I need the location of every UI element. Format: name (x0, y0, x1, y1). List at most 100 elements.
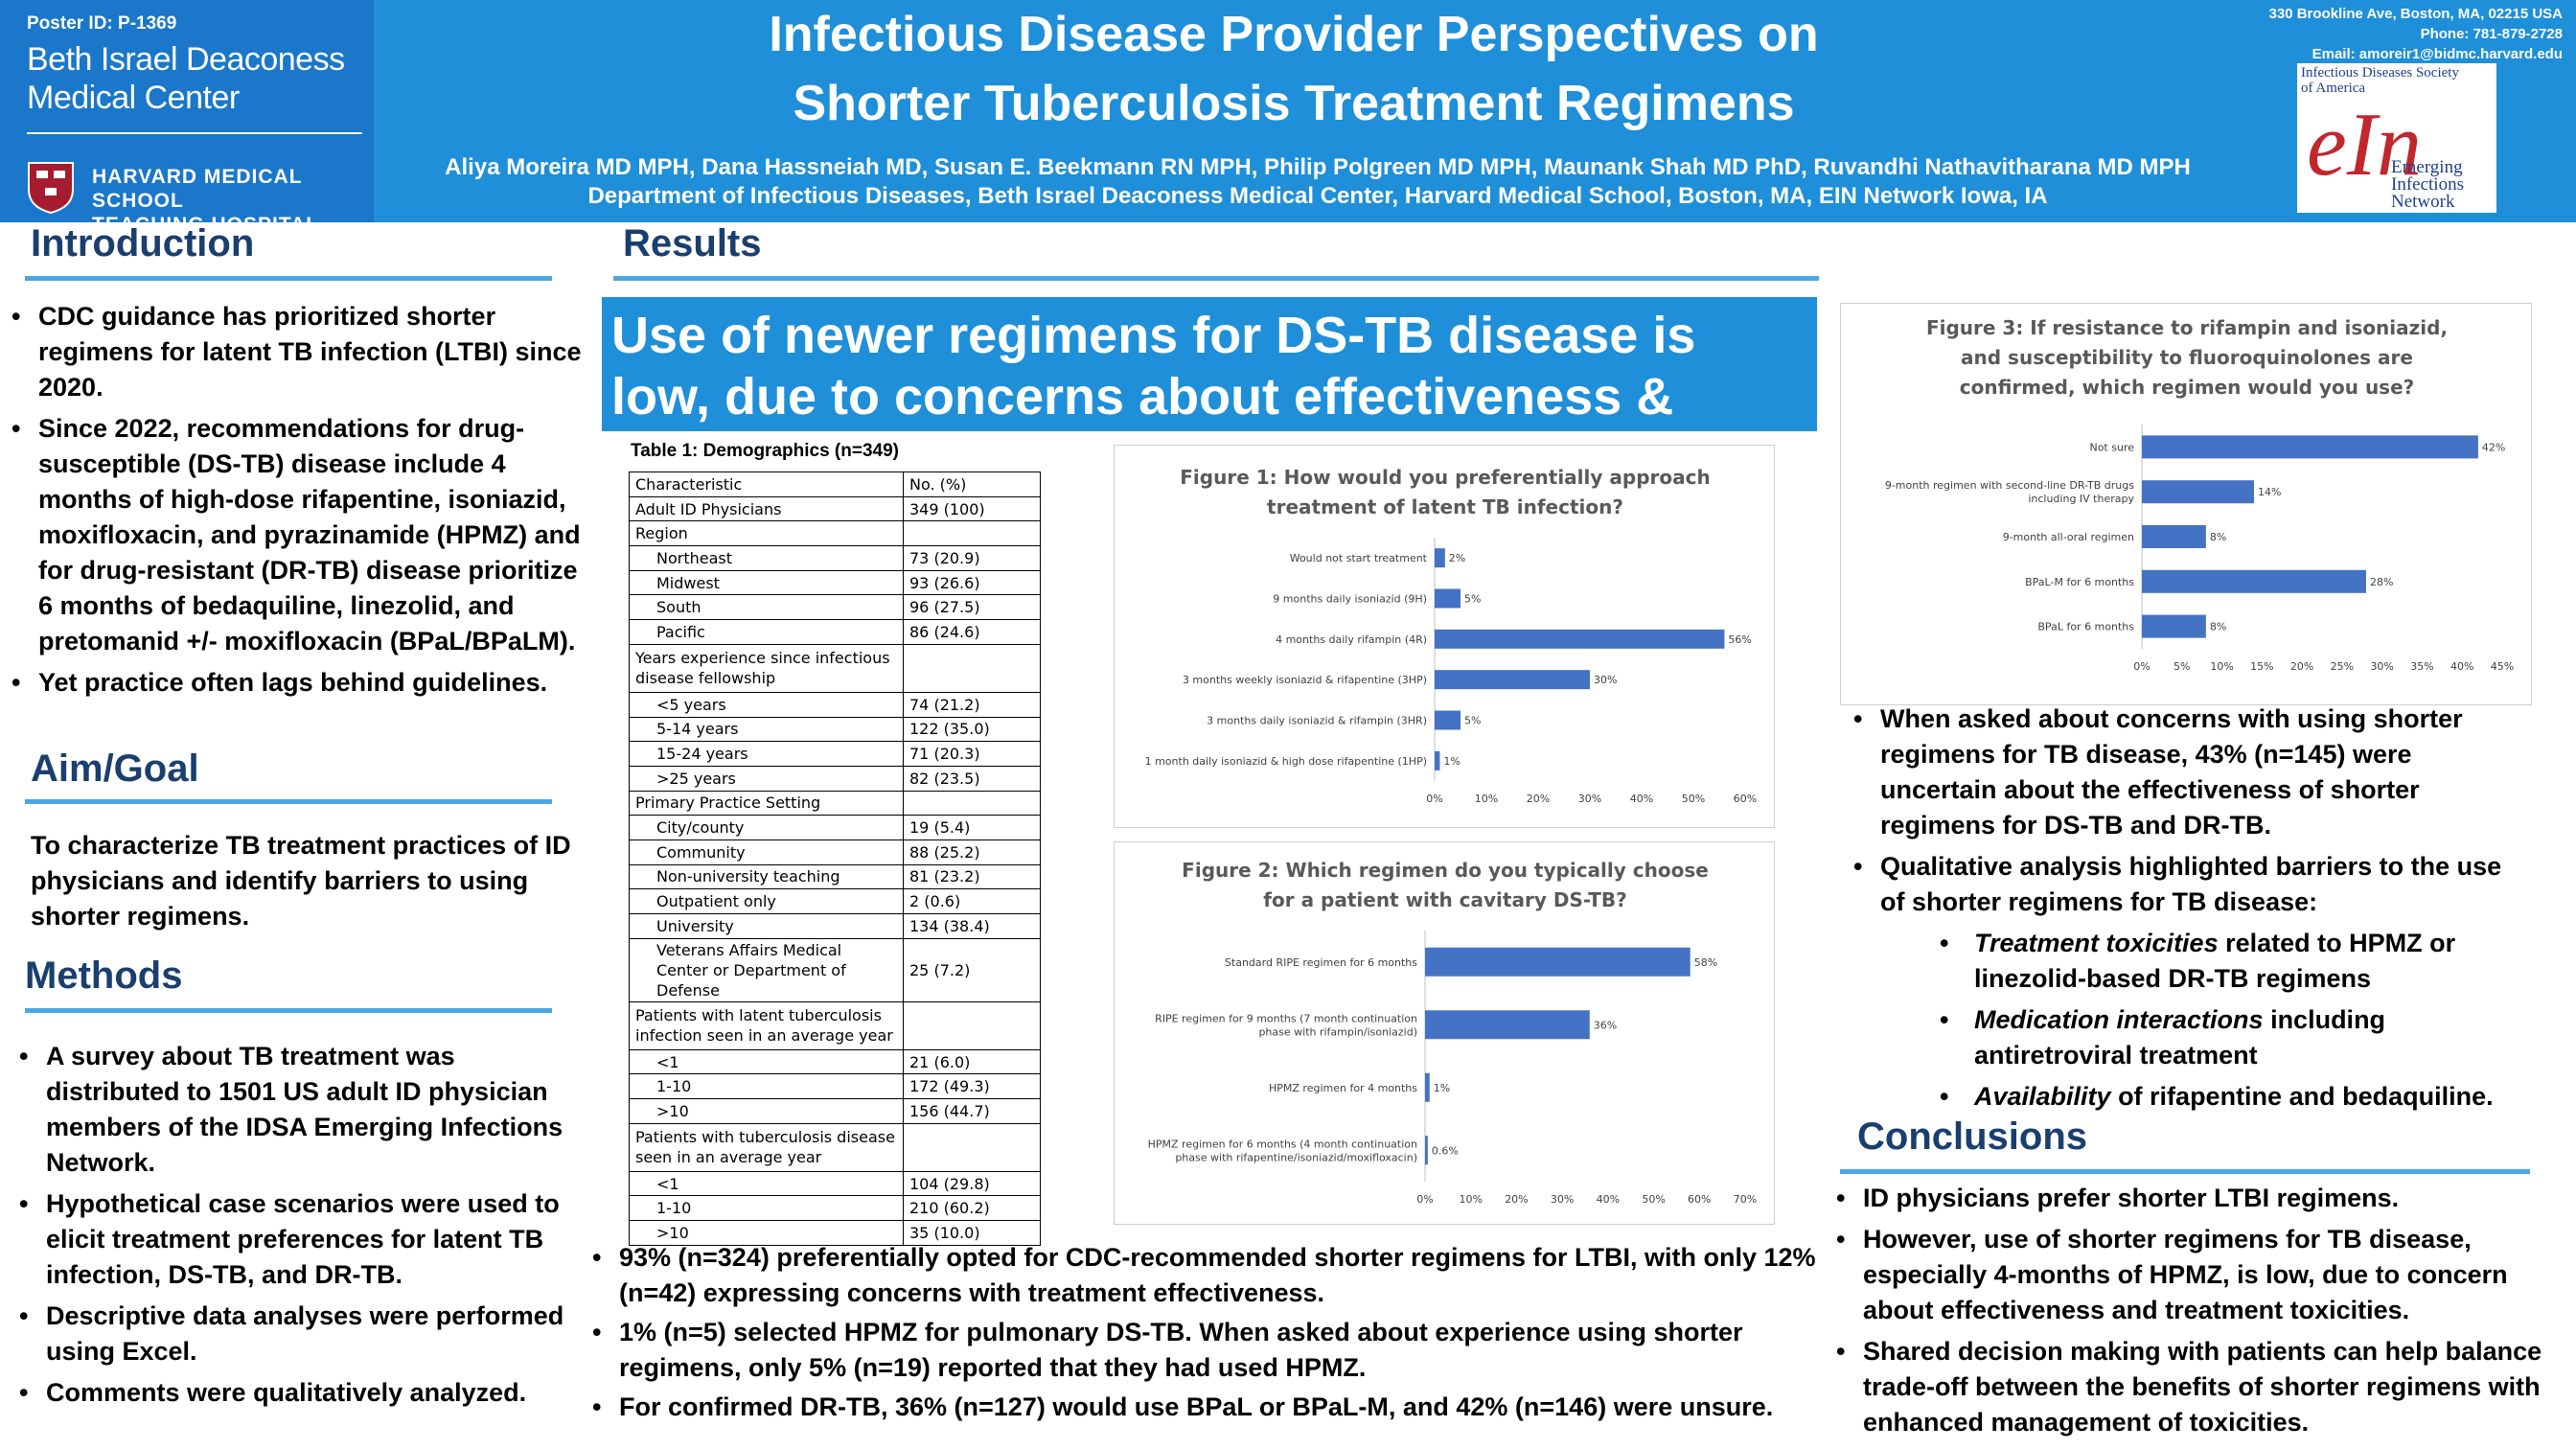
results-rule (613, 276, 1819, 281)
bar (1435, 710, 1460, 730)
table-cell-label: Adult ID Physicians (629, 495, 904, 522)
hms-line1: HARVARD MEDICAL SCHOOL (92, 166, 303, 212)
table-cell-value: 134 (38.4) (903, 913, 1041, 939)
table-cell-value: 210 (60.2) (903, 1195, 1041, 1222)
table-row: <1 21 (6.0) (629, 1048, 1041, 1075)
aim-heading: Aim/Goal (31, 748, 199, 790)
findings-bullets: When asked about concerns with using sho… (1853, 702, 2524, 1120)
results-heading: Results (623, 222, 762, 264)
tick-label: 35% (2410, 660, 2433, 673)
category-label: HPMZ regimen for 6 months (4 month conti… (1148, 1138, 1417, 1150)
bar (2142, 569, 2366, 593)
methods-heading: Methods (25, 954, 183, 997)
tick-label: 20% (2290, 660, 2313, 673)
introduction-heading: Introduction (31, 222, 255, 264)
introduction-bullets: CDC guidance has prioritized shorter reg… (12, 299, 586, 706)
table-cell-label: Characteristic (629, 472, 904, 497)
tick-label: 0% (1416, 1193, 1433, 1206)
table-row: Veterans Affairs Medical Center or Depar… (629, 937, 1041, 1002)
table-cell-label: <1 (629, 1170, 904, 1197)
list-item: Hypothetical case scenarios were used to… (19, 1186, 575, 1293)
table-cell-label: Patients with tuberculosis disease seen … (629, 1122, 904, 1172)
table-cell-value (903, 643, 1041, 693)
barrier-sub-bullets: Treatment toxicities related to HPMZ or … (1940, 926, 2524, 1115)
tick-label: 0% (1426, 793, 1442, 805)
bar (1425, 1072, 1430, 1102)
table-row: Non-university teaching 81 (23.2) (629, 863, 1041, 890)
tick-label: 60% (1734, 793, 1757, 805)
introduction-rule (25, 276, 552, 281)
barrier-detail: of rifapentine and bedaquiline. (2110, 1082, 2494, 1111)
table-row: 1-10 210 (60.2) (629, 1195, 1041, 1222)
list-item: Comments were qualitatively analyzed. (19, 1375, 575, 1411)
tick-label: 40% (1597, 1193, 1620, 1206)
data-label: 2% (1449, 552, 1465, 564)
table-row: Patients with tuberculosis disease seen … (629, 1122, 1041, 1172)
aim-rule (25, 799, 552, 804)
table-cell-label: South (629, 594, 904, 621)
tick-label: 40% (1630, 793, 1653, 805)
tick-label: 15% (2250, 660, 2273, 673)
table-row: <5 years 74 (21.2) (629, 691, 1041, 718)
author-list: Aliya Moreira MD MPH, Dana Hassneiah MD,… (445, 154, 2191, 180)
list-item: When asked about concerns with using sho… (1853, 702, 2524, 843)
table-cell-value: 82 (23.5) (903, 765, 1041, 792)
barrier-term: Availability (1974, 1082, 2111, 1111)
category-label: RIPE regimen for 9 months (7 month conti… (1155, 1012, 1417, 1024)
list-item: For confirmed DR-TB, 36% (n=127) would u… (592, 1390, 1838, 1425)
table-row: Adult ID Physicians 349 (100) (629, 495, 1041, 522)
poster-title-line2: Shorter Tuberculosis Treatment Regimens (793, 76, 1795, 131)
table-cell-label: 5-14 years (629, 716, 904, 743)
figure-1: Figure 1: How would you preferentially a… (1114, 445, 1775, 828)
bar (1435, 629, 1725, 649)
address: 330 Brookline Ave, Boston, MA, 02215 USA (2268, 6, 2563, 22)
table-cell-value: 122 (35.0) (903, 716, 1041, 743)
data-label: 14% (2258, 486, 2281, 498)
table-row: Outpatient only 2 (0.6) (629, 888, 1041, 914)
table-cell-value: 21 (6.0) (903, 1048, 1041, 1075)
poster-header: Poster ID: P-1369 Beth Israel Deaconess … (0, 0, 2576, 236)
tick-label: 25% (2331, 660, 2354, 673)
table-row: 15-24 years 71 (20.3) (629, 741, 1041, 767)
table-row: Primary Practice Setting (629, 790, 1041, 816)
figure-2-chart: Figure 2: Which regimen do you typically… (1148, 859, 1758, 1206)
ein-logo: Infectious Diseases Society of America e… (2297, 63, 2496, 213)
table-row: >10 156 (44.7) (629, 1098, 1041, 1124)
ein-top-line2: of America (2301, 80, 2366, 96)
data-label: 8% (2210, 531, 2226, 543)
table-cell-value: 349 (100) (903, 495, 1041, 522)
table-cell-label: Patients with latent tuberculosis infect… (629, 1000, 904, 1050)
table-cell-value (903, 1000, 1041, 1050)
tick-label: 45% (2491, 660, 2514, 673)
table-cell-value: 74 (21.2) (903, 691, 1041, 718)
data-label: 5% (1464, 715, 1481, 727)
table-cell-label: City/county (629, 815, 904, 840)
hms-label: HARVARD MEDICAL SCHOOL TEACHING HOSPITAL (92, 165, 374, 237)
tick-label: 20% (1527, 793, 1550, 805)
bar (1425, 1010, 1590, 1040)
affiliation: Department of Infectious Diseases, Beth … (587, 183, 2048, 209)
table-cell-label: 1-10 (629, 1073, 904, 1100)
ein-bottom-line3: Network (2391, 192, 2455, 212)
ein-bottom-line1: Emerging (2391, 157, 2463, 177)
table-cell-label: >25 years (629, 765, 904, 792)
chart-title: confirmed, which regimen would you use? (1960, 376, 2415, 399)
list-item: Yet practice often lags behind guideline… (12, 665, 586, 701)
barrier-detail: related to HPMZ or linezolid-based DR-TB… (1974, 929, 2456, 993)
data-label: 58% (1694, 956, 1717, 969)
tick-label: 10% (1459, 1193, 1482, 1206)
list-item: Shared decision making with patients can… (1836, 1334, 2576, 1440)
chart-title: Figure 2: Which regimen do you typically… (1182, 859, 1709, 882)
list-item: Since 2022, recommendations for drug-sus… (12, 411, 586, 659)
tick-label: 40% (2450, 660, 2473, 673)
bar (1435, 670, 1590, 690)
table-row: Characteristic No. (%) (629, 472, 1041, 497)
figure-3-chart: Figure 3: If resistance to rifampin and … (1885, 316, 2514, 673)
bar (2142, 435, 2478, 459)
category-label: phase with rifampin/isoniazid) (1258, 1025, 1417, 1038)
table-cell-label: Primary Practice Setting (629, 790, 904, 816)
table-cell-value: 96 (27.5) (903, 594, 1041, 621)
category-label: BPaL-M for 6 months (2025, 576, 2134, 588)
tick-label: 30% (1578, 793, 1601, 805)
category-label: 9-month regimen with second-line DR-TB d… (1885, 479, 2134, 492)
